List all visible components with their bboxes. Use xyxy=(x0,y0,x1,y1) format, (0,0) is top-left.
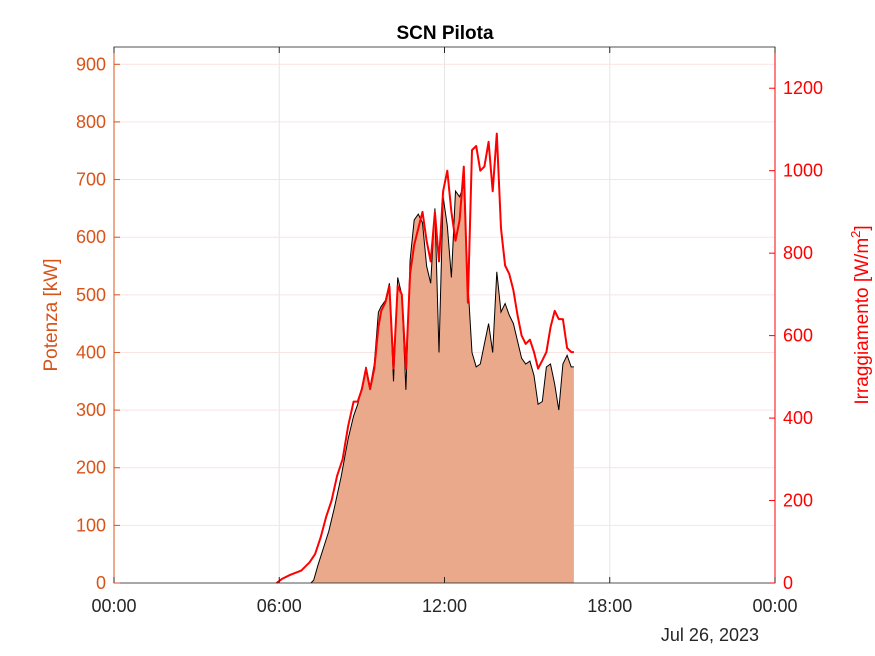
y-right-tick-label: 400 xyxy=(783,408,813,428)
ticks: 00:00 06:00 12:00 18:00 00:00 0 100 200 300 400 50… xyxy=(76,47,823,616)
y-left-tick-label: 100 xyxy=(76,515,106,535)
y-left-tick-label: 600 xyxy=(76,227,106,247)
date-label: Jul 26, 2023 xyxy=(661,625,759,645)
x-tick-label: 00:00 xyxy=(91,596,136,616)
y-right-tick-label: 800 xyxy=(783,243,813,263)
right-axis-label-sup: 2 xyxy=(848,231,863,238)
y-left-tick-label: 300 xyxy=(76,400,106,420)
y-left-tick-label: 500 xyxy=(76,285,106,305)
chart-title: SCN Pilota xyxy=(396,23,494,44)
y-left-tick-label: 200 xyxy=(76,458,106,478)
y-right-tick-label: 1000 xyxy=(783,161,823,181)
x-tick-label: 00:00 xyxy=(752,596,797,616)
right-axis-label-main: Irraggiamento [W/m xyxy=(852,238,873,405)
y-right-tick-label: 600 xyxy=(783,326,813,346)
y-right-tick-label: 1200 xyxy=(783,78,823,98)
irradiance-line xyxy=(275,132,574,584)
left-axis-label: Potenza [kW] xyxy=(41,259,62,372)
x-tick-label: 12:00 xyxy=(422,596,467,616)
y-left-tick-label: 700 xyxy=(76,170,106,190)
y-right-tick-label: 200 xyxy=(783,491,813,511)
y-left-tick-label: 0 xyxy=(96,573,106,593)
x-tick-label: 18:00 xyxy=(587,596,632,616)
y-right-tick-label: 0 xyxy=(783,573,793,593)
right-axis-label: Irraggiamento [W/m2] xyxy=(848,225,873,404)
y-left-tick-label: 400 xyxy=(76,342,106,362)
y-left-tick-label: 900 xyxy=(76,54,106,74)
right-axis-label-end: ] xyxy=(852,225,873,230)
x-tick-label: 06:00 xyxy=(257,596,302,616)
power-area-fill xyxy=(310,185,574,584)
y-left-tick-label: 800 xyxy=(76,112,106,132)
